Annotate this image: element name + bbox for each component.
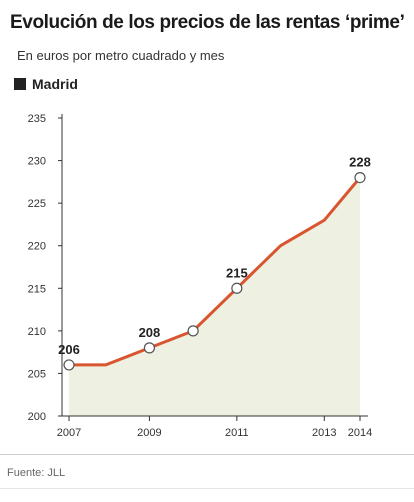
y-tick-label: 215 <box>28 283 46 295</box>
source-note: Fuente: JLL <box>7 467 66 479</box>
legend-label: Madrid <box>32 76 78 92</box>
data-point <box>187 325 199 337</box>
data-point <box>354 172 366 184</box>
x-tick-label: 2011 <box>225 427 249 439</box>
x-tick-label: 2014 <box>348 427 372 439</box>
y-tick-label: 235 <box>28 113 46 125</box>
y-tick-label: 210 <box>28 326 46 338</box>
series-line <box>67 176 362 367</box>
data-point <box>143 342 156 354</box>
y-tick-label: 200 <box>28 411 46 423</box>
chart-title: Evolución de los precios de las rentas ‘… <box>10 12 405 33</box>
divider <box>0 454 414 455</box>
legend-swatch <box>14 78 26 90</box>
x-tick-label: 2013 <box>312 427 336 439</box>
y-tick-label: 230 <box>28 156 46 168</box>
divider <box>0 488 414 489</box>
data-label: 215 <box>226 265 248 280</box>
y-tick-label: 220 <box>28 241 46 253</box>
y-tick-label: 205 <box>28 368 46 380</box>
legend: Madrid <box>14 76 78 92</box>
y-tick-label: 225 <box>28 198 46 210</box>
data-label: 206 <box>58 342 80 357</box>
data-point <box>63 359 75 371</box>
chart-subtitle: En euros por metro cuadrado y mes <box>17 48 225 63</box>
x-tick-label: 2007 <box>57 427 81 439</box>
data-point <box>231 282 243 294</box>
line-chart: 200 205 210 215 220 225 230 235 2007 2009 2011 2013… <box>28 113 373 439</box>
data-label: 208 <box>139 325 161 340</box>
area-fill <box>69 177 360 416</box>
data-label: 228 <box>349 155 371 170</box>
x-tick-label: 2009 <box>137 427 161 439</box>
